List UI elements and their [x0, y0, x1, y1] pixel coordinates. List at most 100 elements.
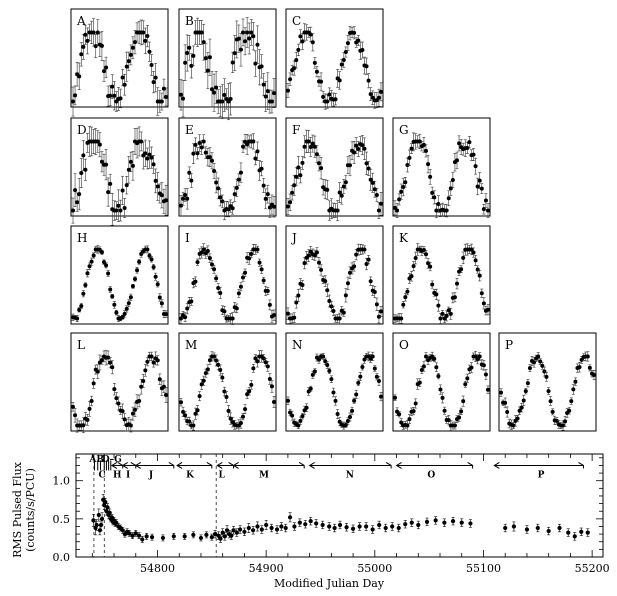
profile-point: [118, 208, 123, 213]
profile-panel-i: I: [178, 225, 277, 325]
profile-point: [97, 142, 102, 147]
profile-point: [261, 356, 266, 361]
flux-marker: [287, 515, 293, 520]
profile-point: [290, 190, 295, 195]
profile-panel-o: O: [392, 332, 491, 432]
profile-point: [195, 408, 200, 413]
profile-point: [354, 143, 359, 148]
profile-point: [147, 49, 152, 54]
profile-point: [325, 288, 330, 293]
profile-panel-n: N: [285, 332, 384, 432]
profile-point: [399, 189, 404, 194]
profile-point: [143, 38, 148, 43]
profile-point: [432, 195, 437, 200]
profile-point: [430, 282, 435, 287]
profile-point: [265, 192, 270, 197]
flux-marker: [283, 525, 288, 531]
flux-point: [246, 523, 251, 533]
profile-point: [548, 399, 553, 404]
profile-point: [379, 201, 383, 206]
profile-point: [294, 174, 299, 179]
flux-marker: [390, 524, 395, 529]
flux-marker: [251, 528, 256, 533]
profile-point: [203, 56, 208, 61]
profile-point: [434, 208, 439, 213]
profile-point: [149, 62, 154, 67]
profile-point: [372, 187, 377, 192]
flux-marker: [416, 522, 421, 528]
profile-point: [205, 367, 210, 372]
profile-point: [573, 379, 578, 384]
profile-point: [364, 64, 369, 69]
flux-marker: [357, 524, 362, 529]
profile-point: [317, 260, 321, 265]
profile-point: [187, 170, 192, 175]
profile-point: [333, 398, 338, 403]
flux-point: [390, 522, 395, 531]
profile-point: [77, 192, 82, 197]
profile-point: [247, 256, 252, 261]
profile-point: [571, 387, 576, 392]
profile-panel-e: E: [178, 117, 277, 221]
y-tick-label: 1.0: [53, 475, 71, 488]
profile-point: [181, 96, 186, 101]
profile-point: [288, 410, 293, 415]
profile-point: [421, 247, 426, 252]
flux-point: [127, 529, 132, 537]
profile-point: [294, 58, 299, 63]
profile-point: [104, 162, 109, 167]
profile-point: [444, 313, 449, 318]
flux-point: [332, 523, 337, 533]
profile-point: [199, 30, 204, 35]
flux-point: [94, 519, 99, 531]
profile-point: [473, 354, 478, 359]
profile-point: [360, 143, 365, 148]
profile-point: [164, 198, 168, 203]
flux-marker: [231, 528, 236, 533]
profile-point: [83, 167, 88, 172]
profile-point: [183, 193, 188, 198]
profile-point: [335, 208, 340, 213]
profile-panel-g: G: [392, 117, 491, 219]
flux-point: [416, 520, 421, 530]
profile-point: [296, 293, 301, 298]
profile-point: [348, 414, 352, 419]
profile-point: [379, 394, 383, 399]
flux-marker: [308, 519, 313, 524]
profile-point: [212, 267, 217, 272]
profile-point: [195, 151, 200, 156]
profile-point: [532, 360, 537, 365]
flux-point: [237, 525, 243, 534]
profile-point: [153, 75, 158, 80]
profile-point: [159, 99, 164, 104]
profile-point: [87, 406, 92, 411]
arrow-head-right: [578, 462, 584, 469]
profile-panel-l: L: [70, 332, 169, 434]
profile-point: [417, 380, 422, 385]
profile-point: [469, 365, 474, 370]
profile-point: [114, 310, 119, 315]
profile-point: [481, 301, 486, 306]
profile-point: [296, 47, 301, 52]
profile-point: [149, 155, 154, 160]
profile-point: [483, 198, 488, 203]
flux-marker: [459, 520, 464, 525]
profile-panel-j: J: [285, 225, 384, 325]
profile-point: [350, 408, 355, 413]
profile-point: [327, 299, 332, 304]
profile-point: [116, 203, 121, 208]
flux-marker: [274, 527, 280, 532]
profile-point: [471, 250, 476, 255]
profile-point: [189, 63, 194, 68]
flux-marker: [120, 528, 125, 533]
flux-marker: [246, 525, 251, 531]
profile-point: [312, 253, 317, 258]
profile-point: [401, 302, 406, 307]
profile-point: [164, 94, 168, 99]
profile-point: [538, 359, 543, 364]
profile-point: [352, 398, 357, 403]
flux-point: [140, 536, 145, 543]
panel-frame: [285, 8, 384, 108]
flux-marker: [546, 528, 551, 534]
profile-point: [222, 93, 227, 98]
